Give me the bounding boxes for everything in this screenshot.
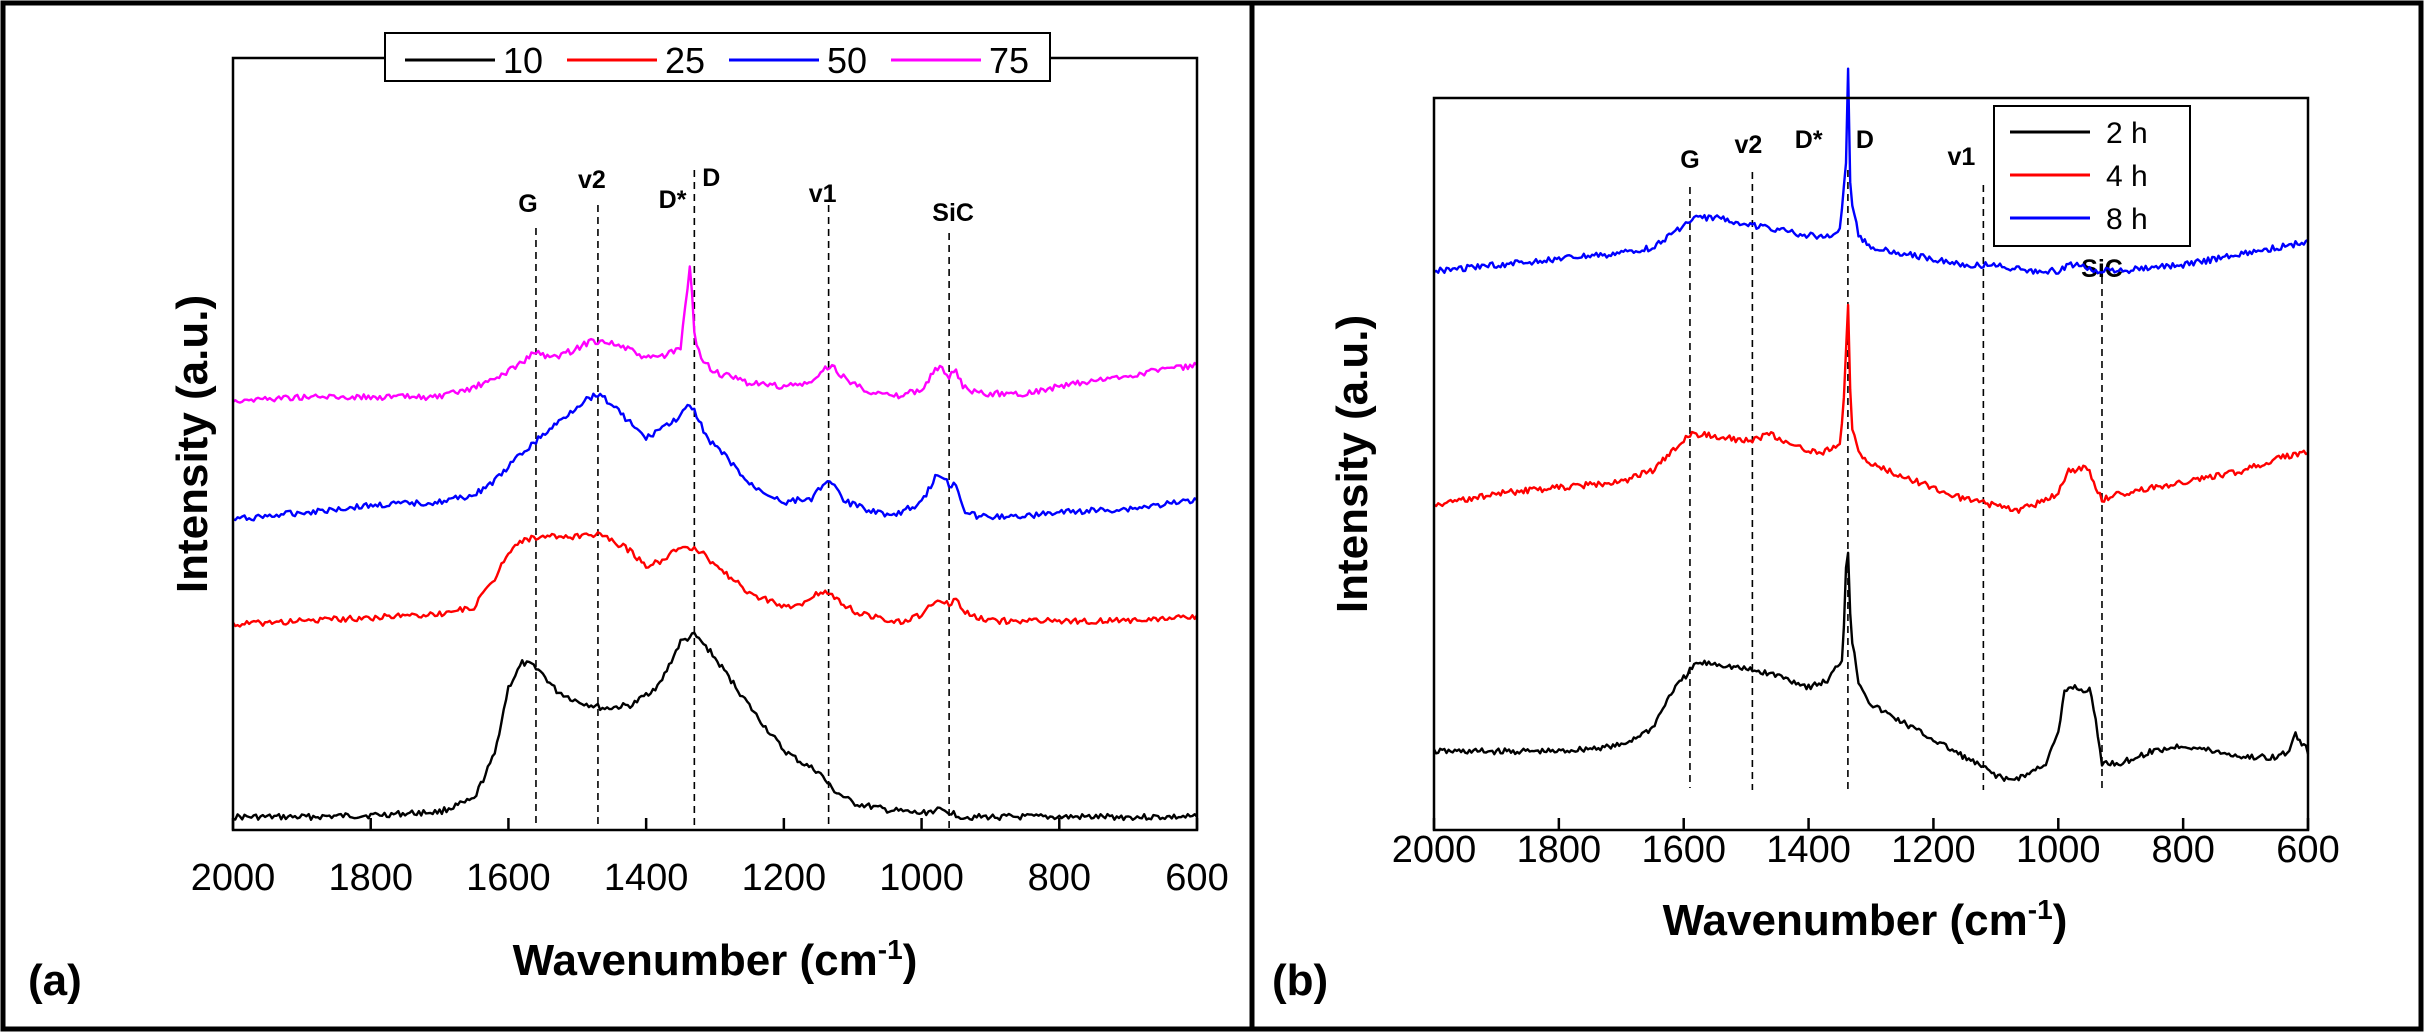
series-line-10	[232, 631, 1198, 822]
x-tick-label: 800	[2151, 829, 2214, 871]
panel-a-series	[231, 265, 1199, 822]
x-tick-label: 800	[1028, 857, 1091, 899]
panel-b-label: (b)	[1272, 956, 1328, 1005]
x-tick-label: 1200	[742, 857, 827, 899]
panel-a-legend: 10 25 50 75	[384, 32, 1051, 82]
peak-label-d: D	[1856, 126, 1874, 154]
panel-b-x-axis-title: Wavenumber (cm-1)	[1663, 894, 2068, 945]
peak-label-d-star: D*	[1795, 126, 1823, 154]
peak-label-v1: v1	[1947, 143, 1975, 171]
panel-b-x-ticks: 2000 1800 1600 1400 1200 1000 800 600	[1392, 818, 2340, 871]
x-tick-label: 1800	[328, 857, 413, 899]
panel-b-plot-frame	[1432, 96, 2310, 832]
x-tick-label: 1400	[604, 857, 689, 899]
peak-label-d: D	[702, 164, 720, 192]
peak-label-d-star: D*	[659, 186, 687, 214]
peak-label-v1: v1	[809, 180, 837, 208]
x-tick-label: 1800	[1517, 829, 1602, 871]
panel-a: Gv2 D* Dv1 SiC 2000 1800 1600 1400 1200 1000 800 6…	[28, 32, 1229, 1005]
peak-label-v2: v2	[578, 166, 606, 194]
x-tick-label: 2000	[191, 857, 276, 899]
series-line-8-h	[1433, 67, 2309, 275]
panel-b-y-axis-title: Intensity (a.u.)	[1328, 315, 1377, 613]
series-line-75	[232, 265, 1198, 404]
peak-label-g: G	[1680, 146, 1699, 174]
peak-label-v2: v2	[1734, 131, 1762, 159]
panel-a-annotations: Gv2 D* Dv1 SiC	[518, 164, 974, 828]
legend-label: 25	[665, 40, 705, 81]
x-tick-label: 2000	[1392, 829, 1477, 871]
series-line-25	[231, 531, 1199, 628]
series-line-4-h	[1433, 303, 2309, 514]
x-tick-label: 1600	[466, 857, 551, 899]
legend-label: 4 h	[2106, 160, 2148, 193]
x-tick-label: 600	[1165, 857, 1228, 899]
x-tick-label: 1400	[1766, 829, 1851, 871]
panel-a-x-ticks: 2000 1800 1600 1400 1200 1000 800 600	[191, 818, 1229, 899]
peak-label-g: G	[518, 190, 537, 218]
peak-label-sic: SiC	[932, 199, 974, 227]
legend-label: 50	[827, 40, 867, 81]
legend-box	[384, 32, 1051, 82]
legend-label: 75	[989, 40, 1029, 81]
x-tick-label: 1600	[1641, 829, 1726, 871]
legend-label: 8 h	[2106, 203, 2148, 236]
panel-b-series	[1432, 67, 2310, 782]
x-tick-label: 1200	[1891, 829, 1976, 871]
panel-a-label: (a)	[28, 956, 82, 1005]
panel-b-legend: 2 h 4 h 8 h	[1993, 105, 2191, 247]
x-tick-label: 600	[2276, 829, 2339, 871]
legend-label: 2 h	[2106, 117, 2148, 150]
legend-label: 10	[503, 40, 543, 81]
series-line-2-h	[1432, 551, 2310, 782]
x-tick-label: 1000	[2016, 829, 2101, 871]
panel-a-x-axis-title: Wavenumber (cm-1)	[513, 934, 918, 985]
series-line-50	[232, 392, 1198, 522]
x-tick-label: 1000	[879, 857, 964, 899]
panel-a-y-axis-title: Intensity (a.u.)	[168, 295, 217, 593]
